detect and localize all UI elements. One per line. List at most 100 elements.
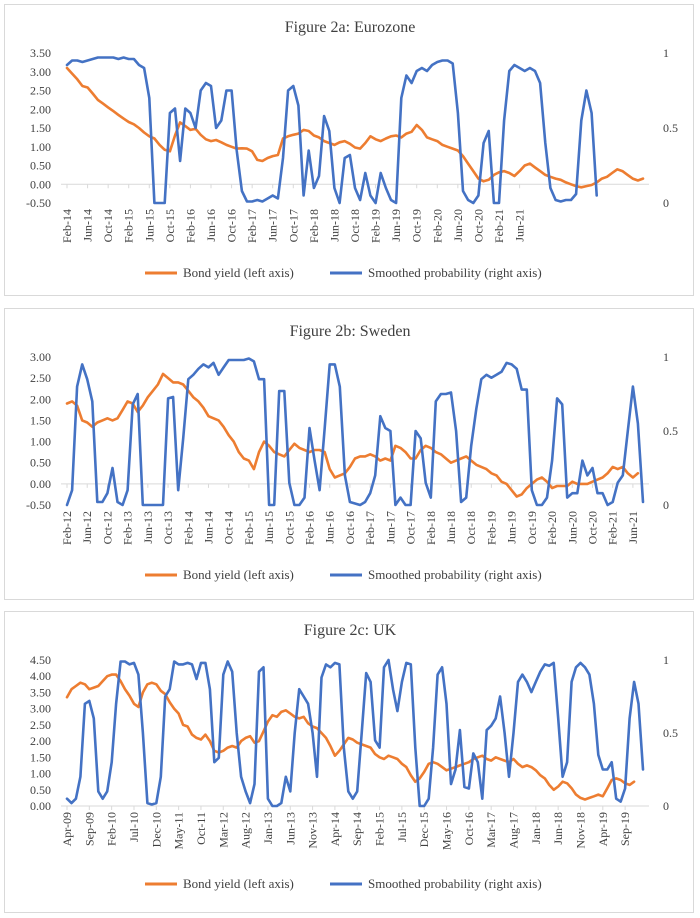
y-left-tick-label: 3.00 — [30, 702, 51, 716]
y-left-tick-label: 0.00 — [30, 477, 51, 491]
x-tick-label: Oct-11 — [194, 812, 208, 845]
x-tick-label: May-11 — [172, 812, 186, 850]
x-tick-label: Feb-10 — [105, 812, 119, 846]
x-tick-label: Jun-21 — [513, 209, 527, 242]
y-left-tick-label: 2.00 — [30, 734, 51, 748]
x-tick-label: Oct-19 — [410, 209, 424, 242]
x-tick-label: Jun-20 — [565, 511, 579, 544]
x-tick-label: Oct-20 — [585, 511, 599, 544]
y-left-tick-label: 3.00 — [30, 65, 51, 79]
x-tick-label: Oct-13 — [161, 511, 175, 544]
x-tick-label: Apr-14 — [328, 812, 342, 846]
x-tick-label: Sep-19 — [618, 812, 632, 846]
x-tick-label: Oct-17 — [404, 511, 418, 544]
x-tick-label: Apr-19 — [596, 812, 610, 846]
chart-svg-uk: Figure 2c: UK 4.50 4.00 3.50 3.00 2.50 2.00 1.5… — [30, 622, 678, 891]
x-tick-label: Feb-16 — [303, 511, 317, 545]
x-tick-label: Feb-16 — [183, 209, 197, 243]
x-tick-label: Oct-19 — [525, 511, 539, 544]
series-line-smoothed-probability — [65, 56, 598, 205]
x-tick-label: Jan-18 — [529, 812, 543, 844]
x-tick-label: Jun-21 — [626, 511, 640, 544]
chart-title: Figure 2b: Sweden — [290, 323, 411, 340]
legend-smoothed-probability: Smoothed probability (right axis) — [330, 567, 542, 582]
series-line-bond-yield — [65, 372, 640, 498]
chart-panel-uk: Figure 2c: UK 4.50 4.00 3.50 3.00 2.50 2.00 1.5… — [4, 611, 694, 913]
y-left-tick-label: -0.50 — [26, 498, 51, 512]
chart-svg-eurozone: Figure 2a: Eurozone 3.50 3.00 2.50 2.00 1.50 1… — [26, 19, 678, 280]
x-tick-label: Feb-17 — [363, 511, 377, 545]
x-tick-label: Oct-18 — [348, 209, 362, 242]
y-left-tick-label: 3.00 — [30, 350, 51, 364]
series-line-smoothed-probability — [65, 357, 645, 507]
chart-panel-eurozone: Figure 2a: Eurozone 3.50 3.00 2.50 2.00 1.50 1… — [4, 4, 694, 296]
y-right-tick-label: 1 — [663, 350, 669, 364]
y-right-tick-label: 0.5 — [663, 424, 678, 438]
y-right-tick-label: 1 — [663, 653, 669, 667]
x-tick-label: Aug-12 — [239, 812, 253, 849]
legend-label: Bond yield (left axis) — [183, 567, 294, 582]
y-left-tick-label: 3.50 — [30, 46, 51, 60]
y-left-tick-label: 1.50 — [30, 121, 51, 135]
y-left-tick-label: 1.00 — [30, 435, 51, 449]
series-line-bond-yield — [65, 66, 645, 189]
series-line-smoothed-probability — [65, 658, 645, 808]
legend-label: Smoothed probability (right axis) — [368, 567, 542, 582]
x-tick-label: Mar-17 — [484, 812, 498, 848]
y-left-tick-label: 2.50 — [30, 84, 51, 98]
legend-label: Smoothed probability (right axis) — [368, 876, 542, 891]
legend-smoothed-probability: Smoothed probability (right axis) — [330, 876, 542, 891]
x-tick-label: Oct-15 — [163, 209, 177, 242]
x-tick-label: Oct-14 — [222, 511, 236, 544]
x-tick-label: Jun-19 — [389, 209, 403, 242]
x-tick-label: Dec-15 — [417, 812, 431, 847]
legend-label: Bond yield (left axis) — [183, 876, 294, 891]
x-tick-label: Oct-17 — [286, 209, 300, 242]
y-left-tick-label: 1.50 — [30, 413, 51, 427]
x-tick-label: Sep-14 — [350, 812, 364, 846]
x-tick-label: Sep-09 — [82, 812, 96, 846]
x-tick-label: Jun-13 — [141, 511, 155, 544]
y-right-tick-label: 0.5 — [663, 726, 678, 740]
x-tick-label: Jun-14 — [81, 209, 95, 242]
legend-label: Bond yield (left axis) — [183, 265, 294, 280]
x-tick-label: Feb-18 — [424, 511, 438, 545]
legend-smoothed-probability: Smoothed probability (right axis) — [330, 265, 542, 280]
y-right-tick-label: 0 — [663, 196, 669, 210]
x-tick-label: Oct-16 — [225, 209, 239, 242]
x-tick-label: Feb-20 — [430, 209, 444, 243]
x-tick-label: Oct-16 — [343, 511, 357, 544]
x-tick-label: Jun-14 — [201, 511, 215, 544]
x-tick-label: Jun-16 — [204, 209, 218, 242]
x-tick-label: Feb-19 — [484, 511, 498, 545]
legend-label: Smoothed probability (right axis) — [368, 265, 542, 280]
x-tick-label: Feb-14 — [60, 209, 74, 243]
x-tick-label: Jun-12 — [80, 511, 94, 544]
x-tick-label: Dec-10 — [149, 812, 163, 847]
x-tick-label: Jun-13 — [283, 812, 297, 845]
x-tick-label: Feb-15 — [242, 511, 256, 545]
x-tick-label: Feb-19 — [369, 209, 383, 243]
y-left-tick-label: 4.50 — [30, 653, 51, 667]
y-left-tick-label: 0.00 — [30, 177, 51, 191]
y-left-tick-label: -0.50 — [26, 196, 51, 210]
y-left-tick-label: 0.00 — [30, 799, 51, 813]
x-tick-label: Jun-19 — [505, 511, 519, 544]
x-tick-label: Aug-17 — [507, 812, 521, 849]
chart-title: Figure 2c: UK — [304, 622, 397, 639]
legend-bond-yield: Bond yield (left axis) — [145, 265, 294, 280]
chart-svg-sweden: Figure 2b: Sweden 3.00 2.50 2.00 1.50 1.00 0.5… — [26, 323, 678, 582]
x-tick-label: Apr-09 — [60, 812, 74, 846]
x-tick-label: Oct-14 — [101, 209, 115, 242]
x-tick-label: Nov-13 — [306, 812, 320, 849]
y-left-tick-label: 0.50 — [30, 456, 51, 470]
chart-panel-sweden: Figure 2b: Sweden 3.00 2.50 2.00 1.50 1.00 0.5… — [4, 308, 694, 600]
y-left-tick-label: 1.00 — [30, 767, 51, 781]
y-left-tick-label: 3.50 — [30, 685, 51, 699]
x-tick-label: Oct-12 — [100, 511, 114, 544]
y-left-tick-label: 2.50 — [30, 371, 51, 385]
x-tick-label: Jul-10 — [127, 812, 141, 842]
legend-bond-yield: Bond yield (left axis) — [145, 567, 294, 582]
x-tick-label: Feb-21 — [606, 511, 620, 545]
x-tick-label: Jun-15 — [142, 209, 156, 242]
